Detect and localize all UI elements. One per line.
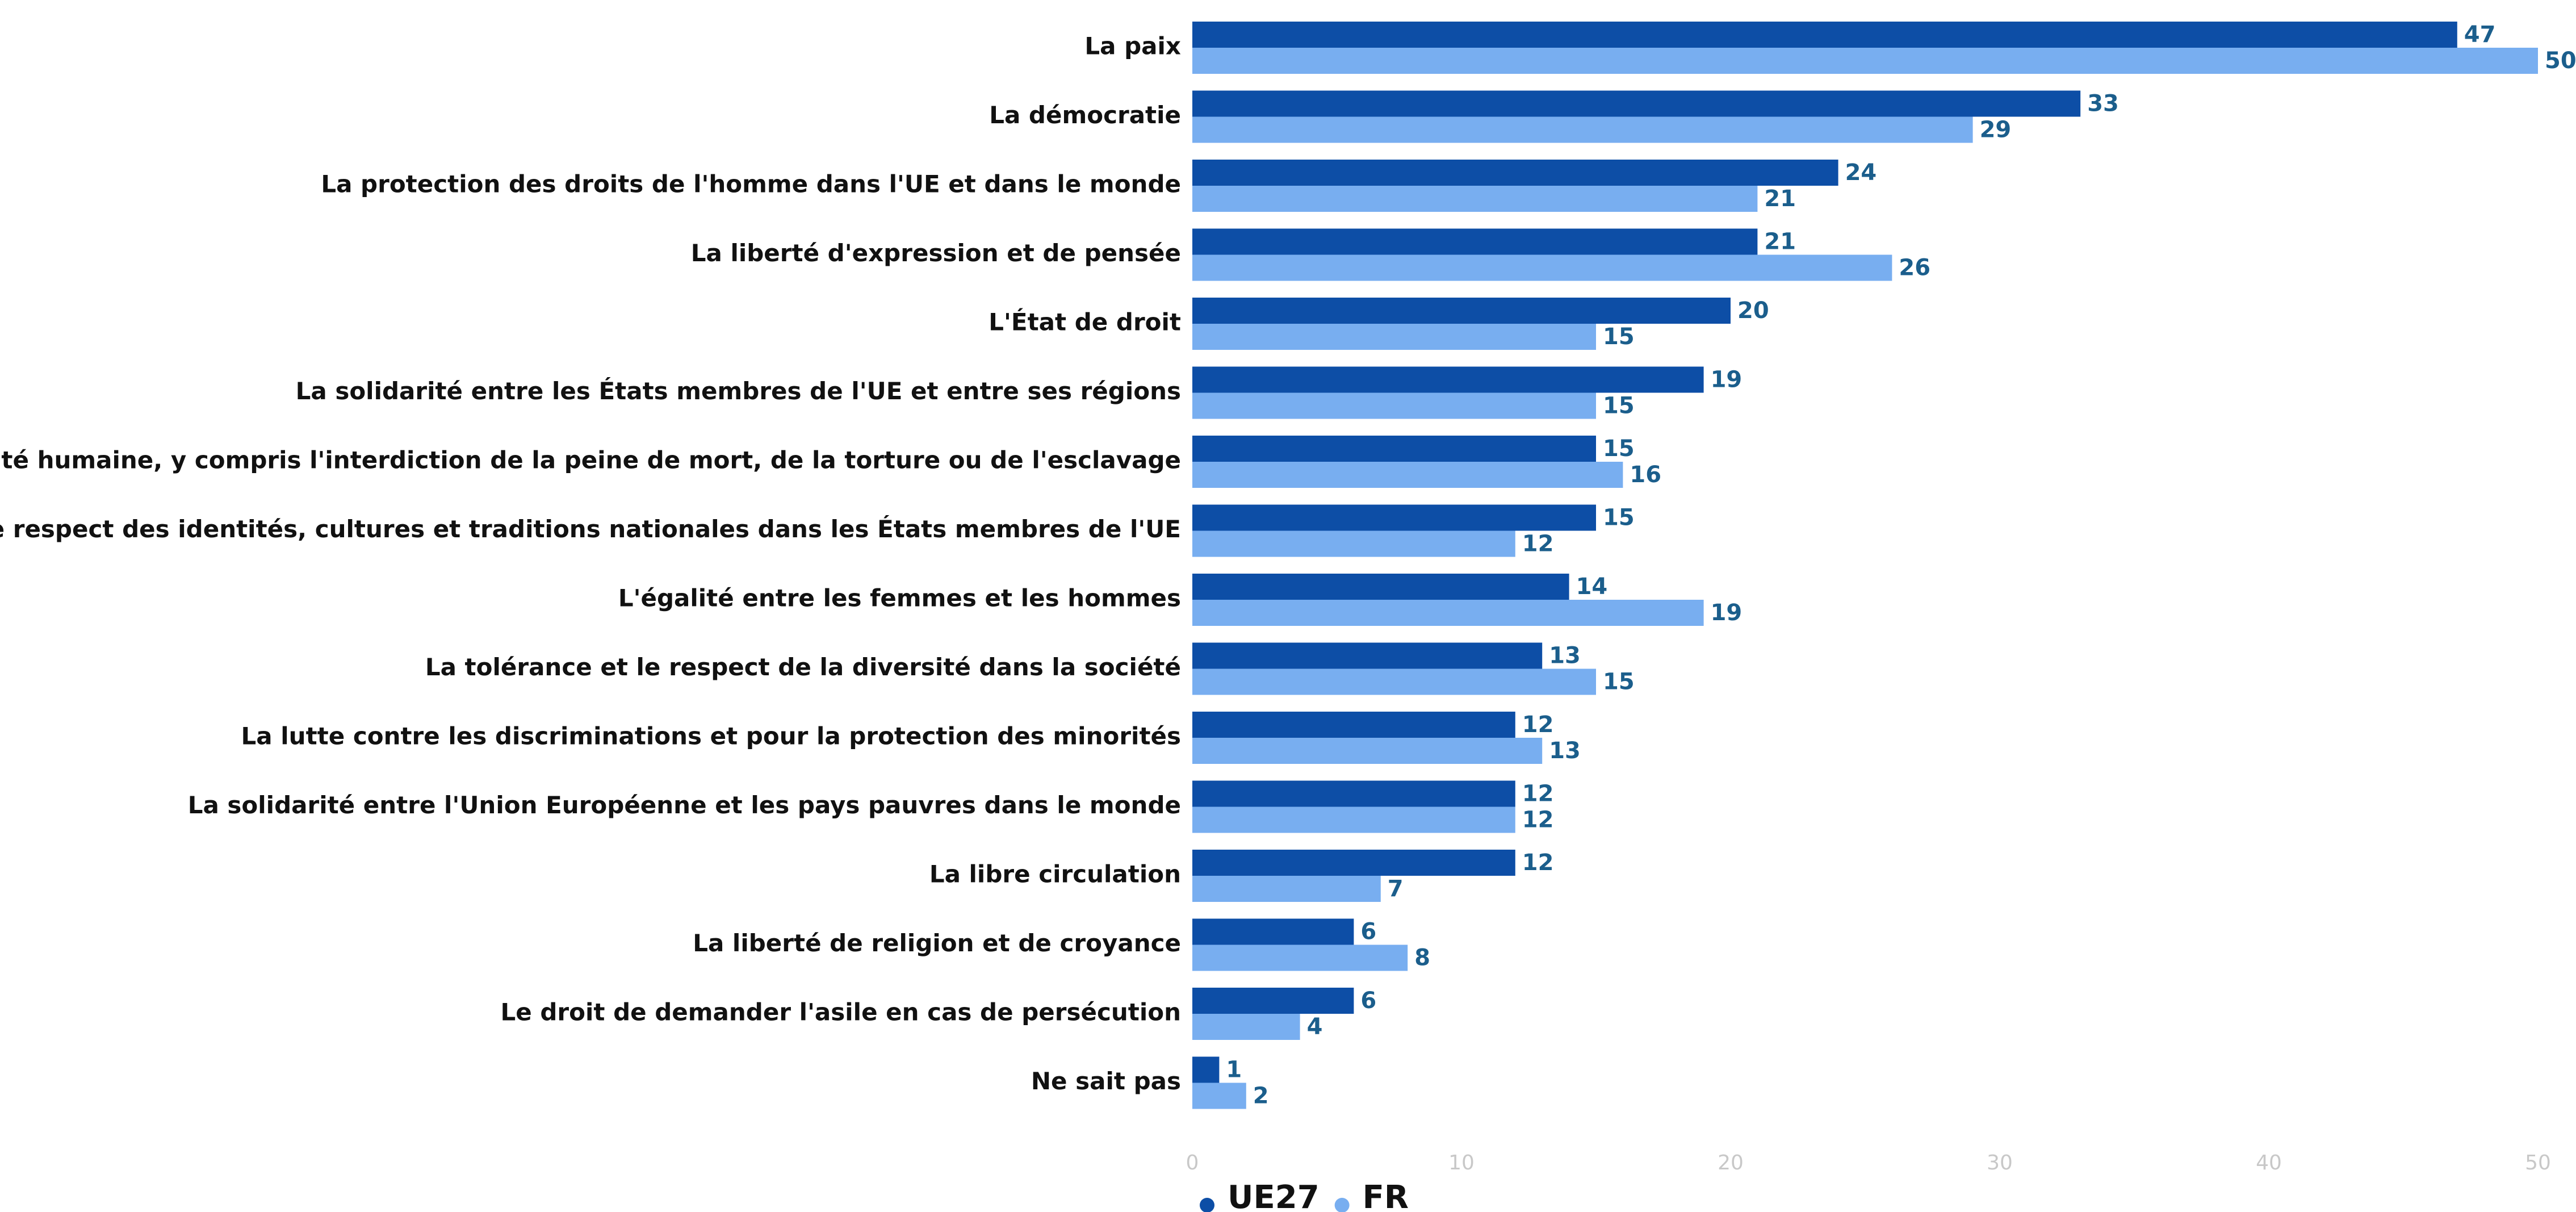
x-tick-label: 0	[1186, 1151, 1199, 1175]
value-label: 8	[1414, 945, 1430, 971]
value-label: 33	[2087, 91, 2119, 117]
value-label: 15	[1603, 436, 1635, 462]
value-label: 6	[1360, 988, 1376, 1014]
value-label: 15	[1603, 324, 1635, 350]
bar	[1192, 850, 1515, 876]
bar	[1192, 436, 1596, 462]
bar	[1192, 366, 1704, 393]
x-tick-label: 40	[2256, 1151, 2282, 1175]
bar	[1192, 806, 1515, 833]
value-label: 12	[1522, 712, 1554, 738]
bar	[1192, 228, 1758, 255]
category-label: L'État de droit	[988, 308, 1181, 336]
value-label: 13	[1549, 643, 1581, 669]
value-label: 19	[1711, 600, 1743, 626]
category-label: La libre circulation	[929, 860, 1181, 888]
category-label: La tolérance et le respect de la diversi…	[425, 653, 1181, 681]
x-tick-label: 20	[1718, 1151, 1744, 1175]
category-label: La liberté d'expression et de pensée	[691, 239, 1181, 267]
value-label: 15	[1603, 505, 1635, 531]
category-label: La liberté de religion et de croyance	[693, 929, 1181, 957]
category-label: La dignité humaine, y compris l'interdic…	[0, 446, 1181, 474]
bar	[1192, 254, 1892, 281]
bar	[1192, 668, 1596, 695]
legend-marker	[1334, 1198, 1350, 1212]
bar	[1192, 574, 1569, 600]
value-label: 7	[1388, 876, 1404, 902]
bar	[1192, 504, 1596, 531]
bar	[1192, 22, 2457, 48]
bar	[1192, 90, 2081, 117]
x-tick-label: 30	[1987, 1151, 2013, 1175]
bar	[1192, 1014, 1300, 1040]
value-label: 12	[1522, 807, 1554, 833]
value-label: 29	[1980, 117, 2012, 143]
bar	[1192, 324, 1596, 350]
bar	[1192, 944, 1408, 971]
bar	[1192, 462, 1623, 488]
value-label: 1	[1226, 1057, 1242, 1083]
bar	[1192, 712, 1515, 738]
value-label: 24	[1845, 160, 1877, 186]
value-label: 16	[1630, 462, 1661, 488]
legend-marker	[1200, 1198, 1214, 1212]
bar	[1192, 392, 1596, 419]
bar	[1192, 1083, 1246, 1109]
bar	[1192, 780, 1515, 807]
x-tick-label: 50	[2525, 1151, 2551, 1175]
x-tick-label: 10	[1448, 1151, 1475, 1175]
bar	[1192, 642, 1543, 669]
value-label: 21	[1764, 186, 1796, 212]
bar	[1192, 48, 2538, 74]
value-label: 20	[1737, 298, 1769, 324]
bar	[1192, 186, 1758, 212]
value-label: 4	[1307, 1014, 1323, 1040]
value-label: 15	[1603, 393, 1635, 419]
value-label: 6	[1360, 919, 1376, 945]
bar	[1192, 988, 1354, 1014]
value-label: 12	[1522, 850, 1554, 876]
bar	[1192, 876, 1381, 902]
value-label: 12	[1522, 531, 1554, 557]
value-label: 14	[1576, 574, 1608, 600]
value-label: 15	[1603, 669, 1635, 695]
category-label: Le droit de demander l'asile en cas de p…	[500, 998, 1181, 1026]
legend-label: UE27	[1228, 1179, 1320, 1212]
bar	[1192, 116, 1973, 143]
bar	[1192, 1056, 1220, 1083]
value-label: 21	[1764, 229, 1796, 255]
category-label: La lutte contre les discriminations et p…	[241, 722, 1181, 750]
value-label: 50	[2545, 48, 2576, 74]
category-label: Le respect des identités, cultures et tr…	[0, 515, 1181, 543]
bar	[1192, 298, 1731, 324]
category-label: L'égalité entre les femmes et les hommes	[618, 584, 1181, 612]
value-label: 26	[1899, 255, 1930, 281]
bar	[1192, 160, 1838, 186]
value-label: 19	[1711, 367, 1743, 393]
bar	[1192, 738, 1543, 764]
category-label: La solidarité entre les États membres de…	[296, 377, 1181, 405]
category-label: La solidarité entre l'Union Européenne e…	[188, 791, 1181, 819]
value-label: 47	[2464, 22, 2496, 48]
category-label: La paix	[1084, 32, 1181, 60]
category-label: Ne sait pas	[1031, 1067, 1181, 1095]
value-label: 12	[1522, 781, 1554, 807]
legend-label: FR	[1363, 1179, 1409, 1212]
category-label: La démocratie	[989, 101, 1181, 129]
value-label: 13	[1549, 738, 1581, 764]
bar	[1192, 530, 1515, 557]
value-label: 2	[1253, 1083, 1269, 1109]
bar	[1192, 918, 1354, 945]
category-label: La protection des droits de l'homme dans…	[321, 170, 1181, 198]
bar	[1192, 600, 1704, 626]
